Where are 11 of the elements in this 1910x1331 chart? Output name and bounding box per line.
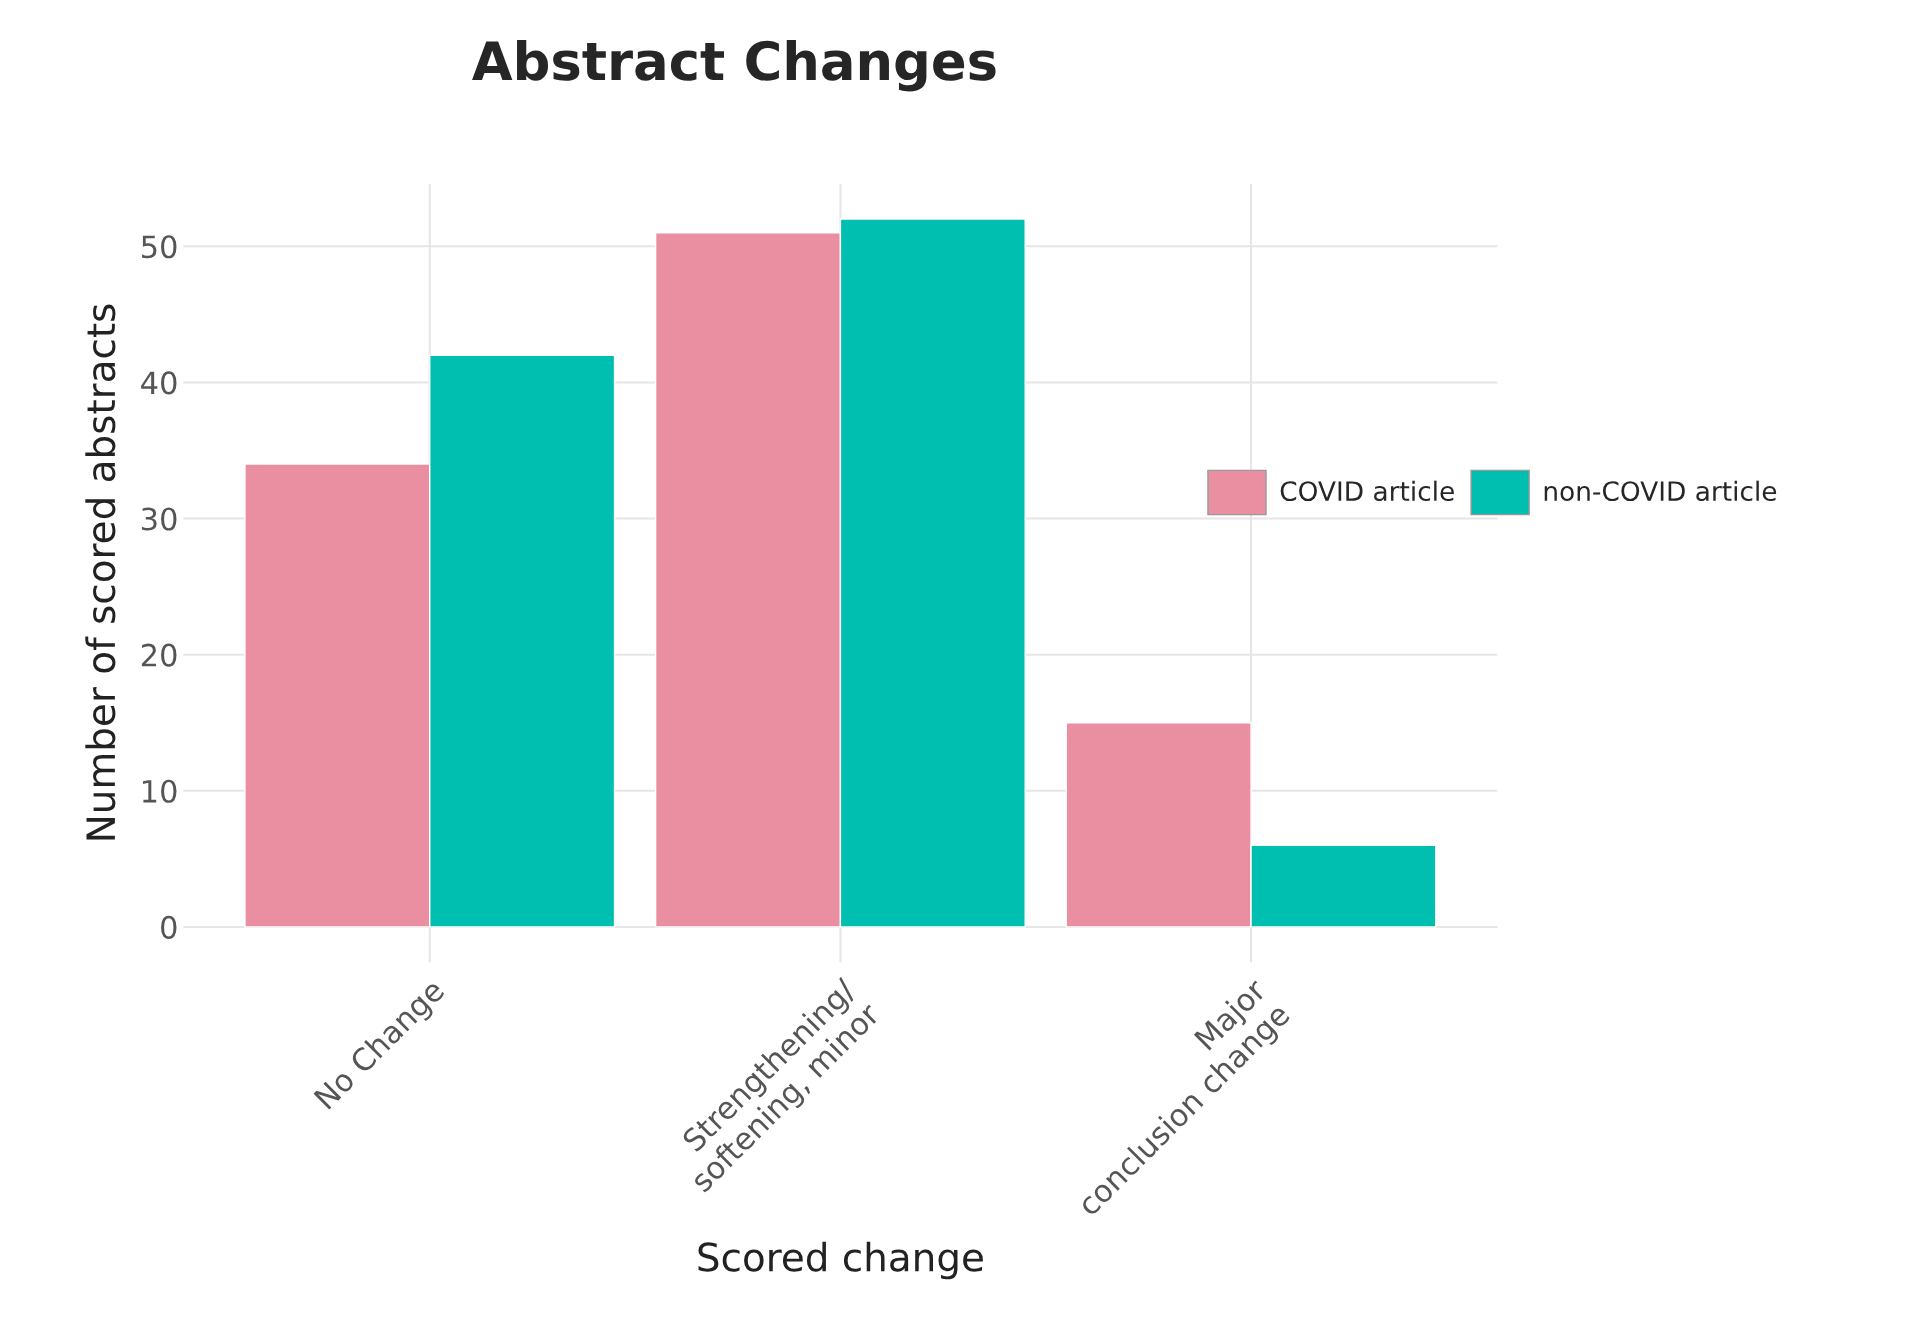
chart-title: Abstract Changes [472, 39, 996, 92]
legend-label: COVID article [1280, 480, 1454, 502]
y-tick-label: 40 [141, 371, 177, 395]
y-tick-label: 50 [141, 235, 177, 259]
y-tick-label: 20 [141, 643, 177, 667]
x-axis-title: Scored change [698, 1241, 983, 1280]
legend-label: non-COVID article [1544, 480, 1777, 502]
y-tick-label: 30 [141, 507, 177, 531]
y-tick-label: 0 [161, 915, 177, 939]
y-axis-title: Number of scored abstracts [85, 304, 116, 840]
y-tick-label: 10 [142, 779, 177, 803]
